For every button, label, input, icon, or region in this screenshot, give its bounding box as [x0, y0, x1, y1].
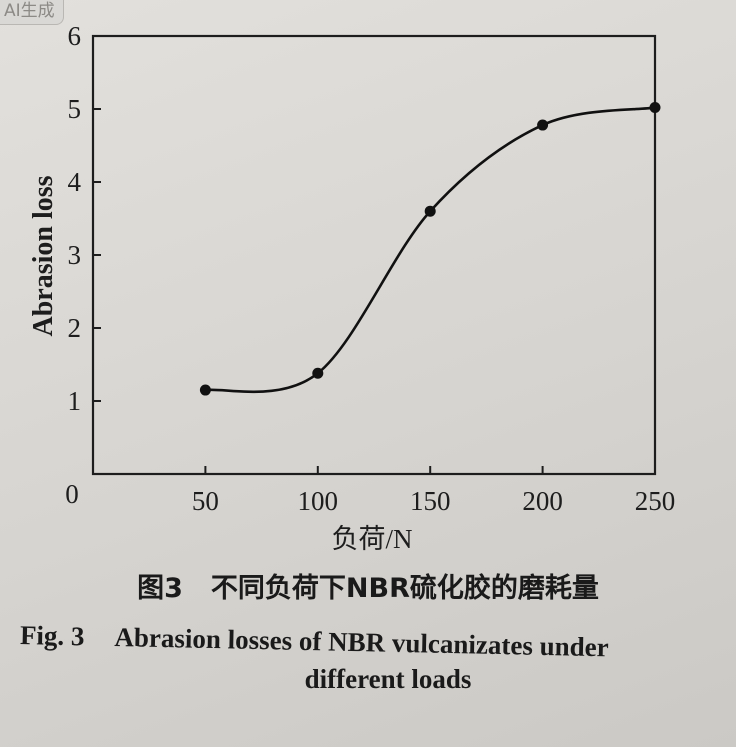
caption-en-figure-number: Fig. 3 [19, 620, 85, 652]
caption-cn-figure-number: 图3 [137, 573, 183, 604]
y-tick-label: 3 [68, 240, 82, 270]
series-line [205, 106, 656, 394]
caption-en-text: Abrasion losses of NBR vulcanizates unde… [114, 621, 609, 663]
x-tick-label: 100 [298, 486, 339, 516]
data-point [537, 119, 549, 131]
y-tick-label: 5 [68, 94, 82, 124]
caption-chinese: 图3 不同负荷下NBR硫化胶的磨耗量 [0, 566, 736, 605]
x-tick-label: 50 [192, 486, 219, 516]
y-tick-label: 2 [68, 313, 82, 343]
x-tick-label: 200 [522, 486, 563, 516]
x-tick-label: 150 [410, 486, 451, 516]
y-tick-label: 4 [68, 167, 82, 197]
abrasion-loss-chart: 1 2 3 4 5 6 50 100 150 200 250 Abrasion loss 负荷/N… [28, 21, 676, 554]
caption-english-line2: different loads [304, 664, 472, 694]
y-tick-label: 1 [68, 386, 82, 416]
data-point [424, 205, 436, 217]
data-point [199, 384, 211, 396]
y-tick-label: 6 [68, 21, 82, 51]
x-tick-label: 250 [635, 486, 676, 516]
caption-cn-text: 不同负荷下NBR硫化胶的磨耗量 [210, 573, 599, 604]
plot-frame [91, 34, 657, 476]
ai-generated-watermark: AI生成 [0, 0, 64, 25]
caption-english-line1: Fig. 3 Abrasion losses of NBR vulcanizate… [20, 620, 609, 663]
data-point [649, 102, 661, 114]
origin-label: 0 [65, 479, 79, 509]
data-point [312, 367, 324, 379]
x-axis-title: 负荷/N [332, 524, 413, 554]
y-axis-title: Abrasion loss [28, 175, 59, 336]
